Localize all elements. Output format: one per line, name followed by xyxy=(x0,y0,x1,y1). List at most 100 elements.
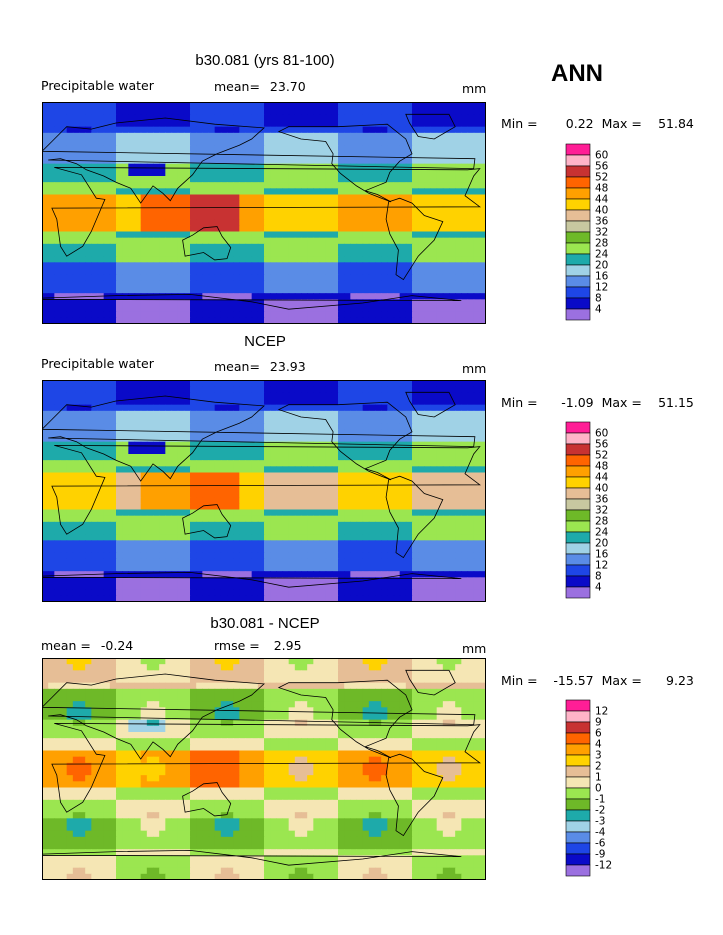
field-cell xyxy=(116,546,123,554)
field-cell xyxy=(399,429,407,437)
field-cell xyxy=(356,454,364,461)
field-cell xyxy=(418,484,425,492)
field-cell xyxy=(220,114,228,122)
field-cell xyxy=(288,441,296,449)
field-cell xyxy=(393,558,401,566)
field-cell xyxy=(220,410,228,418)
field-cell xyxy=(455,108,462,115)
field-cell xyxy=(338,145,345,152)
field-cell xyxy=(375,386,382,393)
field-cell xyxy=(159,317,166,324)
field-cell xyxy=(146,435,154,443)
field-cell xyxy=(257,503,265,511)
field-cell xyxy=(165,454,173,461)
field-cell xyxy=(239,243,247,251)
colorbar-box xyxy=(565,297,591,310)
field-cell xyxy=(282,565,290,572)
field-cell xyxy=(319,287,327,294)
field-cell xyxy=(418,417,425,424)
field-cell xyxy=(424,404,432,412)
field-cell xyxy=(233,392,240,400)
field-cell xyxy=(153,280,160,288)
field-cell xyxy=(301,466,308,474)
field-cell xyxy=(42,380,49,387)
field-cell xyxy=(393,515,401,523)
field-cell xyxy=(128,571,136,578)
field-cell xyxy=(479,126,486,134)
field-cell xyxy=(233,182,240,189)
field-cell xyxy=(146,497,154,504)
field-cell xyxy=(307,441,314,449)
field-cell xyxy=(424,274,432,282)
field-cell xyxy=(344,546,351,554)
field-cell xyxy=(257,305,265,313)
field-cell xyxy=(362,398,370,406)
field-cell xyxy=(412,460,419,467)
field-cell xyxy=(196,311,203,319)
field-cell xyxy=(418,410,425,418)
field-cell xyxy=(449,404,456,412)
field-cell xyxy=(208,102,216,109)
field-cell xyxy=(159,398,166,406)
field-cell xyxy=(264,540,271,548)
field-cell xyxy=(66,447,74,455)
field-cell xyxy=(128,219,136,226)
field-cell xyxy=(122,256,129,263)
field-cell xyxy=(393,386,401,393)
field-cell xyxy=(134,169,142,177)
field-cell xyxy=(331,102,339,109)
field-cell xyxy=(54,206,62,214)
field-cell xyxy=(319,102,327,109)
field-cell xyxy=(331,410,339,418)
field-cell xyxy=(245,466,253,474)
field-cell xyxy=(368,262,376,270)
field-cell xyxy=(97,213,105,220)
field-cell xyxy=(350,472,358,480)
field-cell xyxy=(473,194,481,202)
field-cell xyxy=(264,169,271,177)
field-cell xyxy=(307,280,314,288)
field-cell xyxy=(171,528,179,535)
field-cell xyxy=(220,454,228,461)
field-cell xyxy=(276,145,284,152)
field-cell xyxy=(375,423,382,430)
field-cell xyxy=(208,299,216,307)
field-cell xyxy=(134,317,142,324)
field-cell xyxy=(331,466,339,474)
field-cell xyxy=(72,200,80,208)
field-cell xyxy=(72,237,80,245)
field-cell xyxy=(54,169,62,177)
field-cell xyxy=(461,311,469,319)
field-cell xyxy=(424,466,432,474)
field-cell xyxy=(356,120,364,128)
field-cell xyxy=(442,287,450,294)
field-cell xyxy=(455,274,462,282)
field-cell xyxy=(338,305,345,313)
field-cell xyxy=(294,534,302,541)
field-cell xyxy=(48,552,55,560)
field-cell xyxy=(467,497,475,504)
field-cell xyxy=(165,577,173,585)
field-cell xyxy=(109,552,117,560)
field-cell xyxy=(72,206,80,214)
field-cell xyxy=(97,565,105,572)
field-cell xyxy=(153,200,160,208)
field-cell xyxy=(177,243,185,251)
field-cell xyxy=(412,497,419,504)
field-cell xyxy=(171,231,179,239)
field-cell xyxy=(436,441,444,449)
field-cell xyxy=(183,392,191,400)
field-cell xyxy=(455,311,462,319)
field-cell xyxy=(307,509,314,517)
field-cell xyxy=(319,386,327,393)
field-cell xyxy=(159,126,166,134)
field-cell xyxy=(60,466,68,474)
field-cell xyxy=(393,478,401,486)
field-cell xyxy=(362,139,370,146)
field-cell xyxy=(177,311,185,319)
field-cell xyxy=(140,558,148,566)
field-cell xyxy=(128,206,136,214)
field-cell xyxy=(103,540,111,548)
field-cell xyxy=(177,558,185,566)
field-cell xyxy=(387,558,395,566)
